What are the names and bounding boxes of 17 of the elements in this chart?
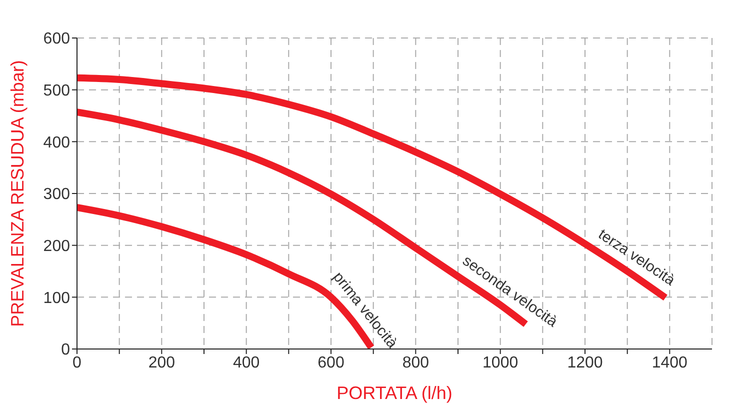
y-tick-label: 300 xyxy=(43,186,70,204)
y-tick-label: 0 xyxy=(61,342,70,359)
x-axis-title: PORTATA (l/h) xyxy=(336,383,452,403)
y-tick-label: 100 xyxy=(43,290,70,307)
y-tick-label: 200 xyxy=(43,238,70,256)
y-tick-label: 500 xyxy=(43,82,70,100)
y-axis-title: PREVALENZA RESUDUA (mbar) xyxy=(7,60,28,327)
x-tick-label: 1000 xyxy=(482,354,518,372)
x-tick-label: 600 xyxy=(318,354,344,372)
x-tick-label: 1200 xyxy=(567,354,603,372)
x-tick-label: 0 xyxy=(72,354,82,372)
y-tick-label: 600 xyxy=(43,30,70,48)
x-tick-label: 400 xyxy=(232,354,260,372)
y-tick-label: 400 xyxy=(43,134,70,152)
x-tick-label: 200 xyxy=(148,354,176,372)
x-tick-label: 800 xyxy=(402,354,430,372)
x-tick-label: 1400 xyxy=(652,354,688,372)
